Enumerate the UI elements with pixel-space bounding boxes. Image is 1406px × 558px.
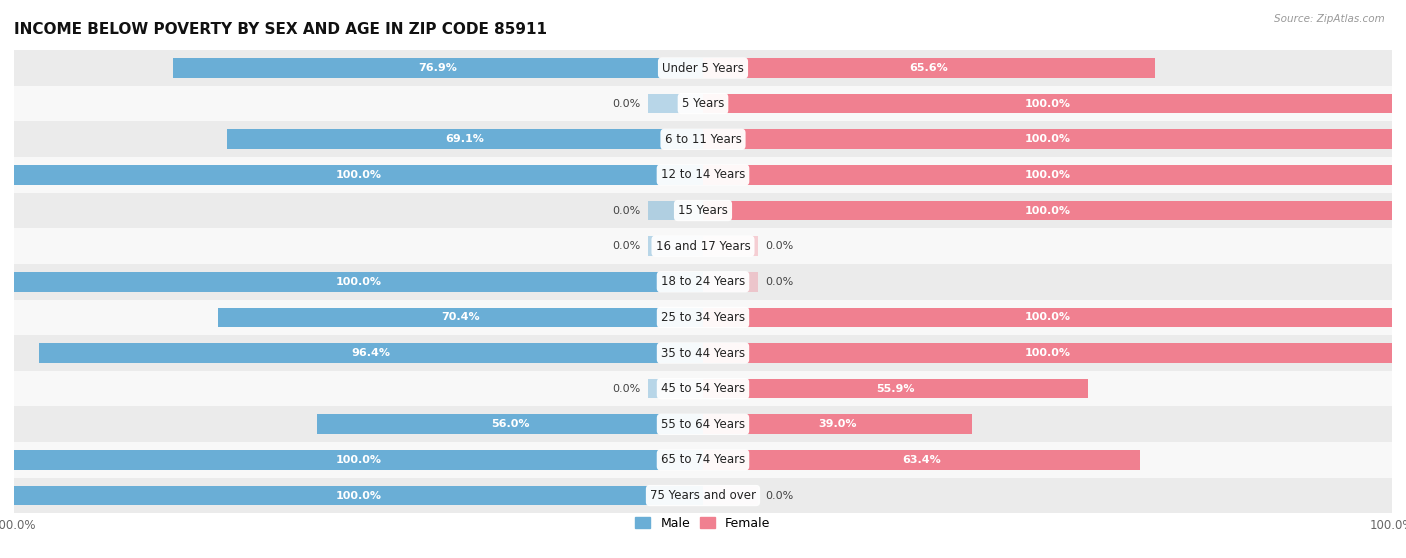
Bar	[14, 272, 703, 292]
Text: 55.9%: 55.9%	[876, 384, 915, 393]
Text: 100.0%: 100.0%	[1025, 134, 1070, 145]
Text: 100.0%: 100.0%	[336, 277, 381, 287]
Text: 15 Years: 15 Years	[678, 204, 728, 217]
Bar	[703, 343, 1392, 363]
Text: 63.4%: 63.4%	[903, 455, 941, 465]
Text: 0.0%: 0.0%	[613, 205, 641, 215]
Bar	[14, 406, 1392, 442]
Bar	[703, 379, 1088, 398]
Text: 69.1%: 69.1%	[446, 134, 485, 145]
Text: 6 to 11 Years: 6 to 11 Years	[665, 133, 741, 146]
Text: 0.0%: 0.0%	[765, 490, 793, 501]
Bar	[318, 415, 703, 434]
Bar	[39, 343, 703, 363]
Text: 18 to 24 Years: 18 to 24 Years	[661, 275, 745, 288]
Text: 56.0%: 56.0%	[491, 419, 529, 429]
Text: 100.0%: 100.0%	[336, 490, 381, 501]
Bar	[703, 165, 1392, 185]
Text: 5 Years: 5 Years	[682, 97, 724, 110]
Text: 100.0%: 100.0%	[336, 170, 381, 180]
Bar	[14, 450, 703, 470]
Bar	[14, 228, 1392, 264]
Text: 100.0%: 100.0%	[336, 455, 381, 465]
Bar	[703, 58, 1154, 78]
Bar	[703, 237, 758, 256]
Text: 100.0%: 100.0%	[1025, 312, 1070, 323]
Text: 75 Years and over: 75 Years and over	[650, 489, 756, 502]
Text: 0.0%: 0.0%	[613, 241, 641, 251]
Bar	[14, 193, 1392, 228]
Text: 12 to 14 Years: 12 to 14 Years	[661, 169, 745, 181]
Text: 0.0%: 0.0%	[765, 277, 793, 287]
Bar	[648, 201, 703, 220]
Bar	[648, 237, 703, 256]
Bar	[14, 486, 703, 506]
Bar	[14, 264, 1392, 300]
Bar	[173, 58, 703, 78]
Bar	[703, 201, 1392, 220]
Text: Source: ZipAtlas.com: Source: ZipAtlas.com	[1274, 14, 1385, 24]
Text: 100.0%: 100.0%	[1025, 348, 1070, 358]
Bar	[648, 379, 703, 398]
Bar	[703, 94, 1392, 113]
Bar	[14, 157, 1392, 193]
Text: 100.0%: 100.0%	[1025, 170, 1070, 180]
Text: 100.0%: 100.0%	[1025, 205, 1070, 215]
Text: 55 to 64 Years: 55 to 64 Years	[661, 418, 745, 431]
Bar	[703, 415, 972, 434]
Bar	[14, 50, 1392, 86]
Text: 100.0%: 100.0%	[1025, 99, 1070, 109]
Bar	[226, 129, 703, 149]
Bar	[703, 307, 1392, 327]
Bar	[14, 442, 1392, 478]
Bar	[14, 478, 1392, 513]
Text: 16 and 17 Years: 16 and 17 Years	[655, 240, 751, 253]
Bar	[218, 307, 703, 327]
Bar	[703, 129, 1392, 149]
Text: 0.0%: 0.0%	[613, 384, 641, 393]
Text: 35 to 44 Years: 35 to 44 Years	[661, 347, 745, 359]
Text: INCOME BELOW POVERTY BY SEX AND AGE IN ZIP CODE 85911: INCOME BELOW POVERTY BY SEX AND AGE IN Z…	[14, 22, 547, 37]
Text: Under 5 Years: Under 5 Years	[662, 61, 744, 75]
Legend: Male, Female: Male, Female	[630, 512, 776, 535]
Bar	[14, 300, 1392, 335]
Text: 65 to 74 Years: 65 to 74 Years	[661, 454, 745, 466]
Bar	[703, 486, 758, 506]
Bar	[14, 335, 1392, 371]
Text: 0.0%: 0.0%	[613, 99, 641, 109]
Bar	[703, 272, 758, 292]
Bar	[648, 94, 703, 113]
Text: 96.4%: 96.4%	[352, 348, 391, 358]
Text: 76.9%: 76.9%	[419, 63, 457, 73]
Bar	[703, 450, 1140, 470]
Bar	[14, 165, 703, 185]
Text: 70.4%: 70.4%	[441, 312, 479, 323]
Text: 39.0%: 39.0%	[818, 419, 856, 429]
Bar	[14, 86, 1392, 122]
Text: 45 to 54 Years: 45 to 54 Years	[661, 382, 745, 395]
Bar	[14, 371, 1392, 406]
Text: 25 to 34 Years: 25 to 34 Years	[661, 311, 745, 324]
Bar	[14, 122, 1392, 157]
Text: 65.6%: 65.6%	[910, 63, 949, 73]
Text: 0.0%: 0.0%	[765, 241, 793, 251]
